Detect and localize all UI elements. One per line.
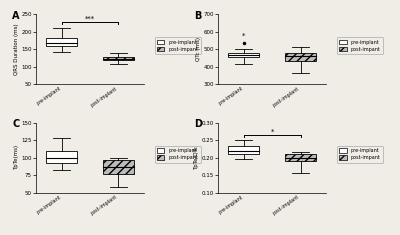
Legend: pre-implant, post-impant: pre-implant, post-impant <box>155 37 201 54</box>
FancyBboxPatch shape <box>228 146 259 154</box>
FancyBboxPatch shape <box>285 53 316 61</box>
FancyBboxPatch shape <box>285 154 316 161</box>
Y-axis label: QTc (ms): QTc (ms) <box>196 37 201 61</box>
FancyBboxPatch shape <box>46 38 77 46</box>
Text: *: * <box>270 129 274 135</box>
Legend: pre-implant, post-impant: pre-implant, post-impant <box>155 146 201 163</box>
Text: *: * <box>242 33 246 39</box>
Y-axis label: TpTe(ms): TpTe(ms) <box>14 145 18 170</box>
FancyBboxPatch shape <box>103 57 134 60</box>
Text: A: A <box>12 11 20 21</box>
Y-axis label: QRS Duration (ms): QRS Duration (ms) <box>14 23 18 75</box>
Legend: pre-implant, post-impant: pre-implant, post-impant <box>337 37 383 54</box>
FancyBboxPatch shape <box>46 151 77 163</box>
Text: D: D <box>194 119 202 129</box>
Text: C: C <box>12 119 20 129</box>
Text: B: B <box>194 11 202 21</box>
Legend: pre-implant, post-impant: pre-implant, post-impant <box>337 146 383 163</box>
Y-axis label: TpTe/QTc: TpTe/QTc <box>194 146 199 170</box>
FancyBboxPatch shape <box>228 53 259 57</box>
FancyBboxPatch shape <box>103 161 134 175</box>
Text: ***: *** <box>85 16 95 21</box>
